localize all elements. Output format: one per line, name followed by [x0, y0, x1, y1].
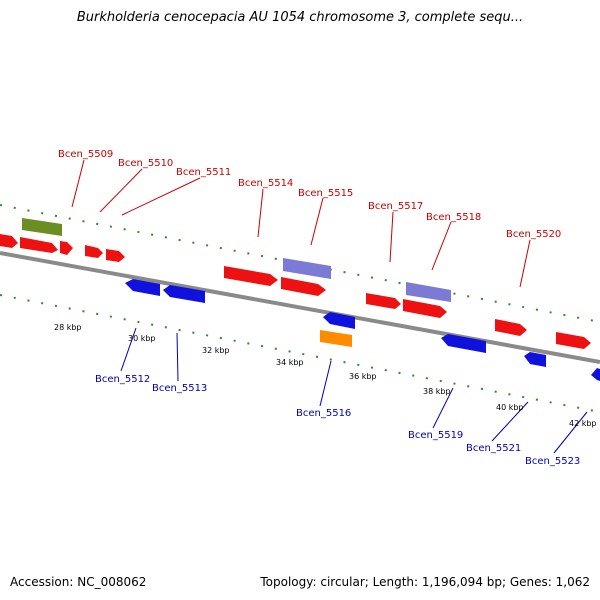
- scale-label-40kbp: 40 kbp: [496, 403, 524, 412]
- gene-label-bcen-5520[interactable]: Bcen_5520: [506, 229, 561, 240]
- gene-arrow[interactable]: [403, 299, 447, 318]
- gene-arrow[interactable]: [495, 319, 527, 336]
- pseudo-gene-block[interactable]: [22, 218, 62, 236]
- scale-label-38kbp: 38 kbp: [423, 387, 451, 396]
- gene-label-bcen-5513[interactable]: Bcen_5513: [152, 383, 207, 394]
- scale-label-28kbp: 28 kbp: [54, 323, 82, 332]
- gene-label-bcen-5521[interactable]: Bcen_5521: [466, 443, 521, 454]
- gene-arrow[interactable]: [60, 241, 73, 255]
- gene-label-bcen-5511[interactable]: Bcen_5511: [176, 167, 231, 178]
- gene-arrow[interactable]: [441, 334, 486, 353]
- chromosome-axis: [0, 251, 600, 364]
- map-title: Burkholderia cenocepacia AU 1054 chromos…: [76, 10, 524, 25]
- rna-gene-block[interactable]: [406, 282, 451, 302]
- gene-arrow[interactable]: [524, 352, 546, 367]
- scale-label-32kbp: 32 kbp: [202, 346, 230, 355]
- forward-genes[interactable]: [0, 234, 591, 349]
- gene-arrow[interactable]: [281, 277, 326, 296]
- gene-arrow[interactable]: [591, 368, 600, 381]
- feature-blocks[interactable]: [22, 218, 451, 347]
- topology-text: Topology: circular; Length: 1,196,094 bp…: [260, 575, 590, 589]
- reverse-leader-lines: [120, 327, 588, 454]
- scale-label-30kbp: 30 kbp: [128, 334, 156, 343]
- gene-arrow[interactable]: [163, 285, 205, 303]
- gene-label-bcen-5512[interactable]: Bcen_5512: [95, 374, 150, 385]
- gene-label-bcen-5519[interactable]: Bcen_5519: [408, 430, 463, 441]
- gene-arrow[interactable]: [366, 293, 401, 309]
- gene-arrow[interactable]: [20, 237, 58, 253]
- gene-label-bcen-5510[interactable]: Bcen_5510: [118, 158, 173, 169]
- gene-arrow[interactable]: [0, 234, 18, 248]
- gene-label-bcen-5516[interactable]: Bcen_5516: [296, 408, 351, 419]
- gene-arrow[interactable]: [106, 249, 125, 262]
- scale-label-34kbp: 34 kbp: [276, 358, 304, 367]
- reverse-genes[interactable]: [125, 279, 600, 381]
- gene-arrow[interactable]: [85, 245, 103, 258]
- forward-leader-lines: [71, 159, 531, 288]
- gene-arrow[interactable]: [556, 332, 591, 349]
- scale-label-36kbp: 36 kbp: [349, 372, 377, 381]
- accession-text: Accession: NC_008062: [10, 575, 147, 589]
- gene-label-bcen-5509[interactable]: Bcen_5509: [58, 149, 113, 160]
- gene-label-bcen-5514[interactable]: Bcen_5514: [238, 178, 293, 189]
- gene-arrow[interactable]: [125, 279, 160, 296]
- gene-arrow[interactable]: [323, 312, 355, 329]
- scale-label-42kbp: 42 kbp: [569, 419, 597, 428]
- gene-label-bcen-5523[interactable]: Bcen_5523: [525, 456, 580, 467]
- gene-arrow[interactable]: [224, 266, 278, 286]
- reverse-track: [0, 294, 600, 413]
- other-gene-block[interactable]: [320, 330, 352, 347]
- gene-label-bcen-5517[interactable]: Bcen_5517: [368, 201, 423, 212]
- rna-gene-block[interactable]: [283, 258, 331, 279]
- gene-label-bcen-5515[interactable]: Bcen_5515: [298, 188, 353, 199]
- gene-label-bcen-5518[interactable]: Bcen_5518: [426, 212, 481, 223]
